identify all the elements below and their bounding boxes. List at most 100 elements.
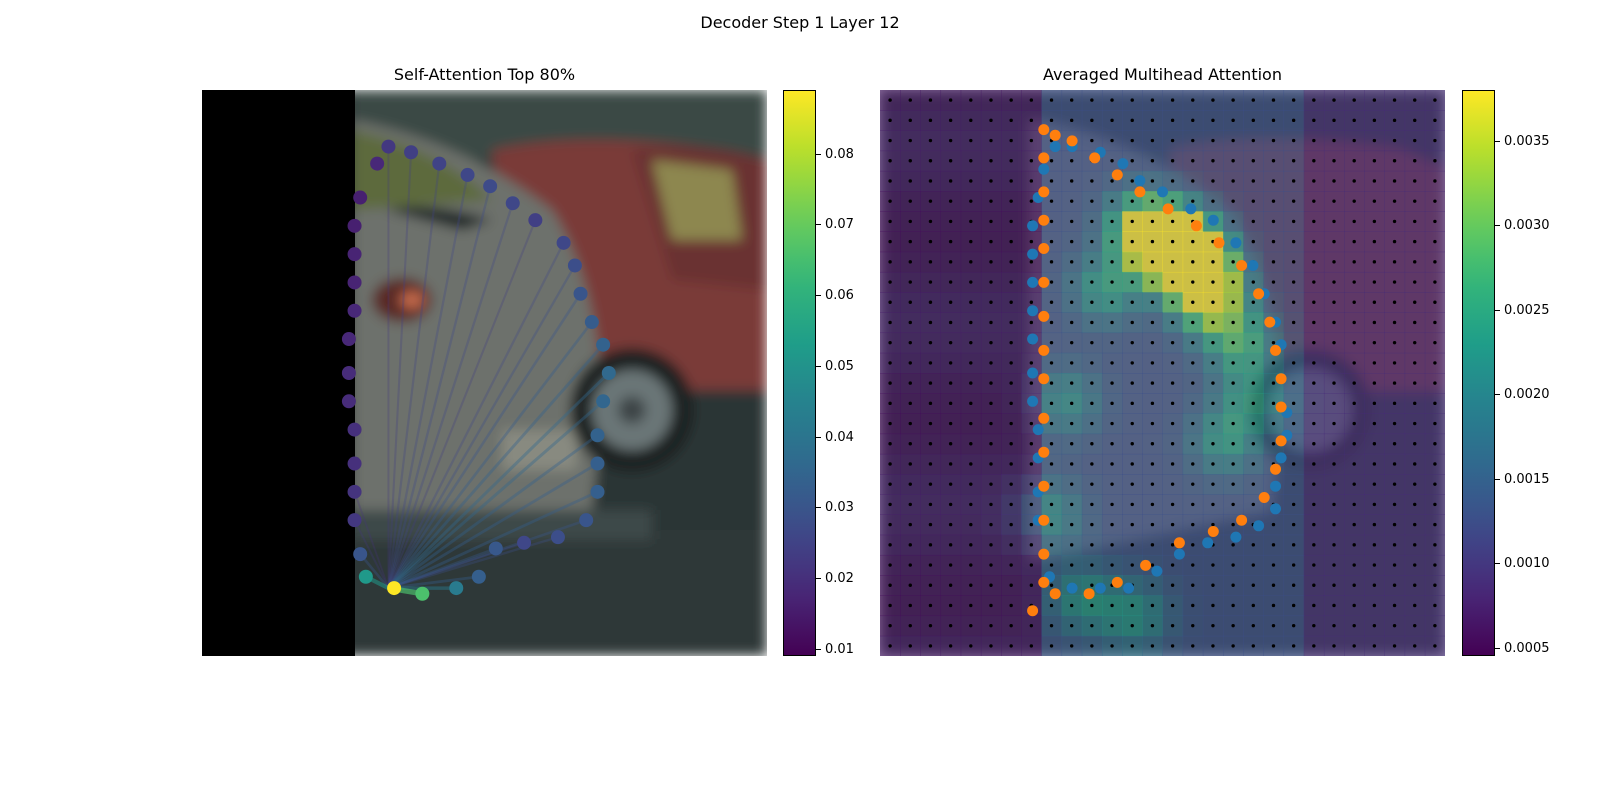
- grid-dot: [1291, 340, 1296, 345]
- attention-point: [460, 167, 475, 182]
- grid-dot: [1170, 280, 1175, 284]
- attention-line: [387, 152, 413, 589]
- polygon-vertex: [1038, 152, 1050, 164]
- grid-dot: [1170, 462, 1175, 466]
- grid-dot: [948, 138, 953, 143]
- grid-dot: [1392, 300, 1397, 304]
- grid-dot: [1413, 159, 1417, 163]
- grid-dot: [1433, 219, 1437, 224]
- grid-dot: [989, 179, 993, 183]
- grid-dot: [1312, 361, 1316, 365]
- colorbar-tick-mark: [816, 507, 821, 508]
- grid-dot: [1251, 603, 1255, 608]
- grid-dot: [1191, 320, 1195, 325]
- grid-dot: [1070, 179, 1074, 183]
- attention-point: [590, 484, 605, 499]
- grid-dot: [1049, 260, 1054, 264]
- grid-dot: [1392, 421, 1397, 426]
- grid-dot: [1211, 603, 1215, 608]
- attention-line: [387, 264, 576, 589]
- grid-dot: [1090, 502, 1094, 507]
- grid-dot: [1170, 644, 1175, 648]
- grid-dot: [928, 522, 933, 527]
- grid-dot: [1291, 159, 1296, 163]
- grid-dot: [1392, 603, 1397, 608]
- grid-dot: [1211, 300, 1215, 304]
- grid-dot: [1130, 260, 1134, 264]
- grid-dot: [989, 280, 993, 284]
- grid-dot: [1372, 644, 1377, 648]
- grid-dot: [1191, 482, 1195, 486]
- grid-dot: [1090, 98, 1094, 102]
- grid-dot: [1271, 442, 1276, 446]
- grid-dot: [908, 179, 912, 183]
- attention-line: [387, 321, 593, 589]
- grid-dot: [1110, 300, 1114, 304]
- grid-dot: [1070, 239, 1074, 244]
- grid-dot: [1009, 563, 1013, 567]
- grid-dot: [1110, 603, 1114, 608]
- grid-dot: [1392, 401, 1397, 406]
- grid-dot: [888, 179, 892, 183]
- grid-dot: [1312, 502, 1316, 507]
- self-attention-title: Self-Attention Top 80%: [393, 65, 576, 84]
- grid-dot: [989, 300, 993, 304]
- grid-dot: [1049, 219, 1054, 224]
- grid-dot: [928, 421, 933, 426]
- attention-point: [358, 569, 373, 584]
- grid-dot: [1191, 98, 1195, 102]
- grid-dot: [1029, 361, 1034, 365]
- colorbar-tick-mark: [816, 649, 821, 650]
- grid-dot: [1352, 98, 1356, 102]
- grid-dot: [969, 179, 973, 183]
- grid-dot: [1090, 522, 1094, 527]
- grid-dot: [1090, 219, 1094, 224]
- grid-dot: [1170, 381, 1175, 385]
- attention-point: [381, 139, 396, 154]
- grid-dot: [888, 199, 892, 203]
- grid-dot: [989, 583, 993, 587]
- multihead-attention-plot: [880, 90, 1445, 656]
- grid-dot: [1433, 462, 1437, 466]
- attention-line: [387, 293, 582, 589]
- grid-dot: [948, 543, 953, 547]
- polygon-vertex: [1236, 514, 1248, 526]
- polygon-vertex: [1038, 446, 1050, 458]
- polygon-vertex: [1038, 214, 1050, 226]
- attention-line: [387, 242, 565, 589]
- grid-dot: [1231, 381, 1235, 385]
- grid-dot: [1352, 462, 1356, 466]
- grid-dot: [1392, 522, 1397, 527]
- polygon-vertex: [1027, 395, 1039, 407]
- grid-dot: [1090, 199, 1094, 203]
- grid-dot: [1191, 401, 1195, 406]
- grid-dot: [908, 401, 912, 406]
- grid-dot: [1110, 138, 1114, 143]
- grid-dot: [888, 401, 892, 406]
- grid-dot: [1392, 320, 1397, 325]
- grid-dot: [1312, 280, 1316, 284]
- attention-point: [483, 179, 498, 194]
- attention-point: [347, 275, 362, 290]
- grid-dot: [928, 361, 933, 365]
- grid-dot: [888, 482, 892, 486]
- grid-dot: [948, 502, 953, 507]
- attention-points: [1027, 124, 1293, 617]
- grid-dot: [1291, 300, 1296, 304]
- attention-point: [584, 315, 599, 330]
- grid-dot: [1413, 340, 1417, 345]
- polygon-vertex: [1253, 288, 1265, 300]
- colorbar-tick-label: 0.0030: [1504, 218, 1550, 233]
- grid-dot: [1372, 623, 1377, 628]
- grid-dot: [1413, 179, 1417, 183]
- polygon-vertex: [1157, 186, 1168, 198]
- grid-dot: [1029, 583, 1034, 587]
- grid-dot: [1009, 118, 1013, 123]
- grid-dot: [1110, 199, 1114, 203]
- grid-dot: [1070, 482, 1074, 486]
- attention-point: [341, 394, 356, 409]
- grid-dot: [1090, 260, 1094, 264]
- colorbar-tick-label: 0.0015: [1504, 472, 1550, 487]
- grid-dot: [948, 260, 953, 264]
- grid-dot: [1070, 219, 1074, 224]
